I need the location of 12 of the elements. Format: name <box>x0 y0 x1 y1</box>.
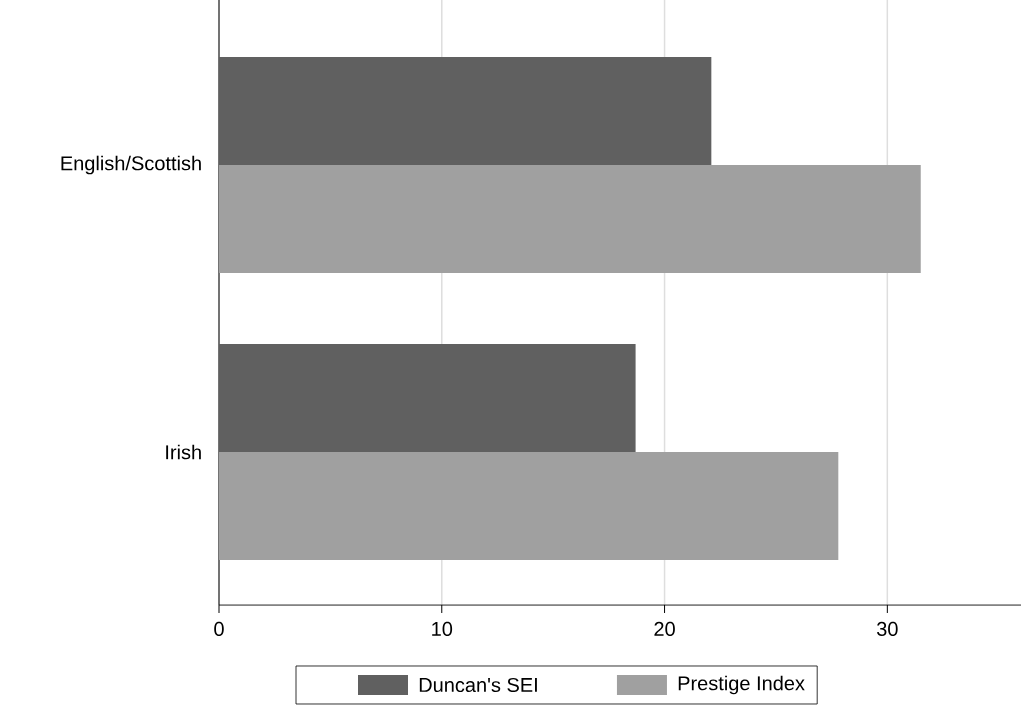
y-tick-label: English/Scottish <box>61 155 201 175</box>
legend-label: Duncan's SEI <box>419 677 537 693</box>
legend-label: Prestige Index <box>678 675 805 695</box>
x-tick-label: 20 <box>654 621 675 636</box>
x-tick-label: 0 <box>214 621 224 636</box>
bar <box>219 344 636 453</box>
bar <box>219 452 839 560</box>
bar <box>219 57 712 166</box>
y-tick-label: Irish <box>166 444 201 460</box>
x-tick-label: 30 <box>876 621 898 636</box>
x-tick-label: 10 <box>432 621 453 636</box>
bar <box>219 165 921 273</box>
